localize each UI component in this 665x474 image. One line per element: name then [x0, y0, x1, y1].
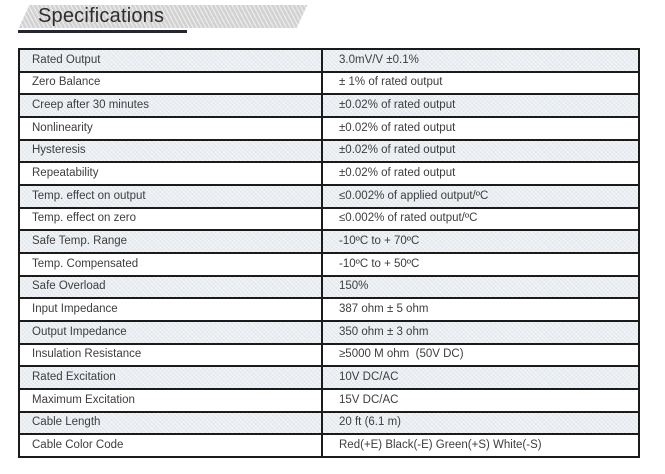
- table-row: Output Impedance 350 ohm ± 3 ohm: [20, 320, 638, 343]
- spec-label: Temp. Compensated: [20, 254, 323, 275]
- spec-value: -10ºC to + 50ºC: [339, 257, 420, 270]
- spec-value: 387 ohm ± 5 ohm: [339, 302, 429, 315]
- spec-label: Nonlinearity: [20, 118, 323, 139]
- table-row: Hysteresis ±0.02% of rated output: [20, 138, 638, 162]
- table-row: Safe Overload 150%: [20, 274, 638, 298]
- table-row: Rated Output 3.0mV/V ±0.1%: [20, 50, 638, 71]
- spec-label: Output Impedance: [20, 322, 323, 343]
- spec-label: Creep after 30 minutes: [20, 95, 323, 117]
- spec-value: ±0.02% of rated output: [339, 98, 456, 111]
- spec-value: 150%: [339, 280, 369, 293]
- spec-label: Temp. effect on output: [20, 186, 323, 207]
- table-row: Cable Length 20 ft (6.1 m): [20, 410, 638, 434]
- table-row: Creep after 30 minutes ±0.02% of rated o…: [20, 93, 638, 117]
- spec-label: Maximum Excitation: [20, 390, 323, 411]
- spec-label: Insulation Resistance: [20, 344, 323, 366]
- spec-value: ≤0.002% of rated output/ºC: [339, 212, 478, 225]
- spec-label: Safe Temp. Range: [20, 231, 323, 253]
- spec-value: 20 ft (6.1 m): [339, 416, 401, 429]
- spec-value: -10ºC to + 70ºC: [339, 234, 420, 247]
- spec-value: ≤0.002% of applied output/ºC: [339, 189, 489, 202]
- table-row: Temp. Compensated -10ºC to + 50ºC: [20, 252, 638, 275]
- table-row: Rated Excitation 10V DC/AC: [20, 365, 638, 389]
- spec-value: 15V DC/AC: [339, 393, 399, 406]
- spec-label: Zero Balance: [20, 72, 323, 94]
- spec-label: Cable Length: [20, 412, 323, 434]
- table-row: Nonlinearity ±0.02% of rated output: [20, 116, 638, 139]
- spec-value: ±0.02% of rated output: [339, 144, 456, 157]
- table-row: Zero Balance ± 1% of rated output: [20, 70, 638, 94]
- specifications-table: Rated Output 3.0mV/V ±0.1% Zero Balance …: [18, 48, 640, 458]
- table-row: Cable Color Code Red(+E) Black(-E) Green…: [20, 433, 638, 457]
- spec-value: 10V DC/AC: [339, 370, 399, 383]
- spec-value: ≥5000 M ohm (50V DC): [339, 348, 464, 361]
- table-row: Input Impedance 387 ohm ± 5 ohm: [20, 297, 638, 321]
- table-row: Insulation Resistance ≥5000 M ohm (50V D…: [20, 342, 638, 366]
- spec-value: Red(+E) Black(-E) Green(+S) White(-S): [339, 439, 542, 451]
- spec-label: Input Impedance: [20, 299, 323, 321]
- spec-label: Repeatability: [20, 163, 323, 185]
- spec-value: 3.0mV/V ±0.1%: [339, 53, 419, 66]
- spec-label: Hysteresis: [20, 140, 323, 162]
- table-row: Temp. effect on output ≤0.002% of applie…: [20, 184, 638, 207]
- spec-label: Temp. effect on zero: [20, 208, 323, 230]
- table-row: Maximum Excitation 15V DC/AC: [20, 388, 638, 411]
- table-row: Repeatability ±0.02% of rated output: [20, 161, 638, 185]
- page-title: Specifications: [38, 5, 165, 27]
- table-row: Temp. effect on zero ≤0.002% of rated ou…: [20, 206, 638, 230]
- spec-label: Safe Overload: [20, 276, 323, 298]
- spec-value: ±0.02% of rated output: [339, 166, 456, 179]
- spec-value: 350 ohm ± 3 ohm: [339, 325, 429, 338]
- table-row: Safe Temp. Range -10ºC to + 70ºC: [20, 229, 638, 253]
- spec-label: Rated Output: [20, 50, 323, 71]
- spec-label: Rated Excitation: [20, 367, 323, 389]
- spec-value: ± 1% of rated output: [339, 76, 443, 89]
- spec-label: Cable Color Code: [20, 435, 323, 457]
- title-underline: [18, 30, 187, 33]
- spec-value: ±0.02% of rated output: [339, 121, 456, 134]
